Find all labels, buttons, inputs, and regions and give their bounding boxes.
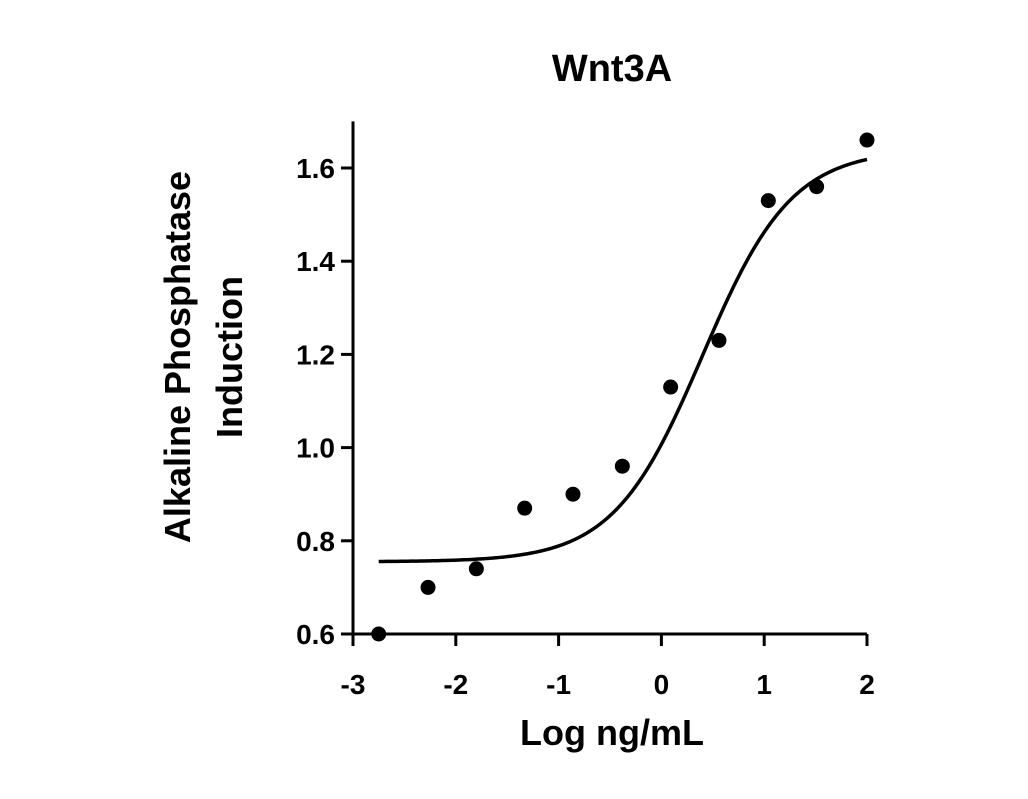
y-tick-label: 1.4 (296, 246, 335, 277)
data-point (809, 179, 825, 195)
x-axis-title: Log ng/mL (520, 712, 704, 753)
data-point (614, 458, 630, 474)
y-tick-label: 1.0 (296, 433, 335, 464)
data-point (663, 379, 679, 395)
x-tick-label: 0 (654, 669, 670, 700)
data-point (420, 579, 436, 595)
chart-title: Wnt3A (552, 48, 672, 90)
data-point (711, 332, 727, 348)
y-tick-label: 1.6 (296, 153, 335, 184)
y-axis-title-line-1: Alkaline Phosphatase (157, 171, 198, 543)
y-tick-label: 0.8 (296, 526, 335, 557)
data-point (371, 626, 387, 642)
x-tick-label: -3 (341, 669, 366, 700)
data-point (760, 193, 776, 209)
data-point (517, 500, 533, 516)
data-point (859, 132, 875, 148)
y-tick-label: 0.6 (296, 619, 335, 650)
data-point (565, 486, 581, 502)
y-axis-title: Alkaline Phosphatase Induction (157, 171, 250, 543)
data-point (468, 561, 484, 577)
fit-curve (378, 157, 868, 564)
x-tick-label: -1 (546, 669, 571, 700)
x-tick-label: 1 (756, 669, 772, 700)
x-tick-label: 2 (859, 669, 875, 700)
y-tick-label: 1.2 (296, 339, 335, 370)
x-tick-label: -2 (443, 669, 468, 700)
y-axis-title-line-2: Induction (209, 276, 250, 438)
plot-area: 0.6 0.8 1.0 1.2 1.4 1.6 -3 -2 -1 0 1 2 (296, 121, 875, 700)
